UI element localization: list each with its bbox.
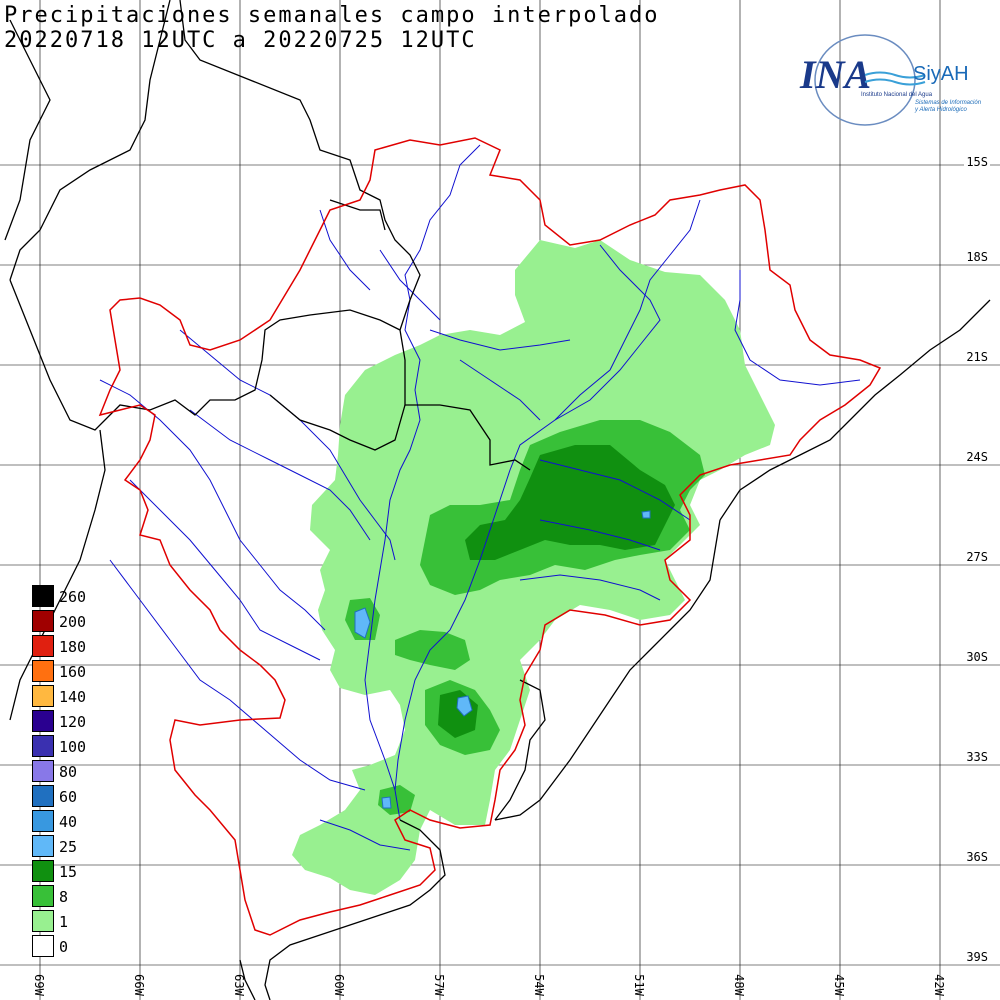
legend-label: 8 <box>59 888 69 906</box>
legend-swatch <box>32 635 54 657</box>
logo-sub: SiyAH <box>913 63 969 85</box>
legend-label: 25 <box>59 838 78 856</box>
legend-item: 1 <box>32 910 122 932</box>
legend-item: 80 <box>32 760 122 782</box>
longitude-label: 42W <box>931 974 946 996</box>
legend-item: 160 <box>32 660 122 682</box>
legend-label: 1 <box>59 913 69 931</box>
basin-outline <box>98 137 882 936</box>
latitude-label: 18S <box>964 250 990 264</box>
legend-swatch <box>32 610 54 632</box>
legend-label: 60 <box>59 788 78 806</box>
longitude-label: 54W <box>531 974 546 996</box>
rivers <box>99 144 861 851</box>
longitude-label: 51W <box>631 974 646 996</box>
latitude-label: 33S <box>964 750 990 764</box>
legend-label: 15 <box>59 863 78 881</box>
legend-label: 80 <box>59 763 78 781</box>
legend-label: 180 <box>59 638 87 656</box>
longitude-label: 69W <box>31 974 46 996</box>
precip-very-heavy <box>354 510 651 809</box>
legend-item: 260 <box>32 585 122 607</box>
latitude-label: 30S <box>964 650 990 664</box>
latitude-label: 39S <box>964 950 990 964</box>
legend-item: 140 <box>32 685 122 707</box>
longitude-label: 45W <box>831 974 846 996</box>
legend-swatch <box>32 910 54 932</box>
legend-label: 260 <box>59 588 87 606</box>
legend-label: 40 <box>59 813 78 831</box>
longitude-label: 63W <box>231 974 246 996</box>
longitude-label: 48W <box>731 974 746 996</box>
logo-desc1: Sistemas de Información <box>915 100 982 106</box>
latitude-label: 36S <box>964 850 990 864</box>
legend-label: 100 <box>59 738 87 756</box>
legend-label: 140 <box>59 688 87 706</box>
legend-label: 200 <box>59 613 87 631</box>
latitude-label: 21S <box>964 350 990 364</box>
legend-item: 8 <box>32 885 122 907</box>
legend-swatch <box>32 835 54 857</box>
logo-brand: INA <box>799 52 871 97</box>
map-date-range: 20220718 12UTC a 20220725 12UTC <box>4 28 477 53</box>
legend-swatch <box>32 710 54 732</box>
legend-swatch <box>32 860 54 882</box>
legend-item: 60 <box>32 785 122 807</box>
legend-item: 100 <box>32 735 122 757</box>
legend-swatch <box>32 810 54 832</box>
legend-item: 40 <box>32 810 122 832</box>
legend-label: 0 <box>59 938 69 956</box>
legend-item: 180 <box>32 635 122 657</box>
longitude-label: 57W <box>431 974 446 996</box>
legend-item: 25 <box>32 835 122 857</box>
legend-swatch <box>32 785 54 807</box>
legend-swatch <box>32 685 54 707</box>
latitude-label: 15S <box>964 155 990 169</box>
legend-swatch <box>32 935 54 957</box>
map-title: Precipitaciones semanales campo interpol… <box>4 3 660 28</box>
legend-label: 160 <box>59 663 87 681</box>
logo-desc2: y Alerta Hidrológico <box>914 107 967 113</box>
logo-org: Instituto Nacional del Agua <box>861 92 933 98</box>
ina-siyah-logo: INA SiyAH Instituto Nacional del Agua Si… <box>799 34 982 126</box>
legend-item: 15 <box>32 860 122 882</box>
legend-item: 120 <box>32 710 122 732</box>
longitude-label: 60W <box>331 974 346 996</box>
country-borders <box>4 0 991 1000</box>
legend-swatch <box>32 585 54 607</box>
legend-swatch <box>32 660 54 682</box>
latitude-label: 27S <box>964 550 990 564</box>
legend-swatch <box>32 760 54 782</box>
legend-item: 200 <box>32 610 122 632</box>
legend-label: 120 <box>59 713 87 731</box>
legend-item: 0 <box>32 935 122 957</box>
longitude-label: 66W <box>131 974 146 996</box>
latitude-label: 24S <box>964 450 990 464</box>
legend-swatch <box>32 735 54 757</box>
legend-swatch <box>32 885 54 907</box>
